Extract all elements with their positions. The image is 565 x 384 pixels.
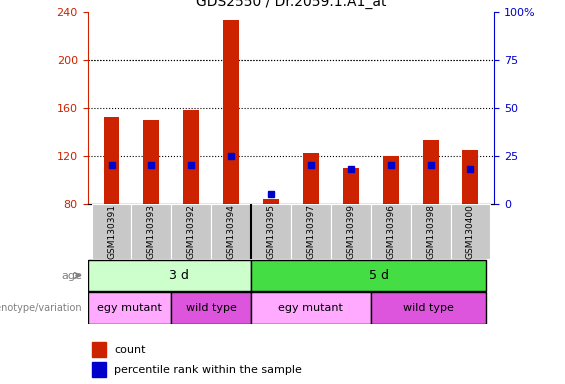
Text: GSM130398: GSM130398 [426, 204, 435, 259]
Text: GSM130397: GSM130397 [306, 204, 315, 259]
Bar [423, 140, 438, 204]
Text: percentile rank within the sample: percentile rank within the sample [114, 364, 302, 375]
Bar [371, 293, 486, 324]
Bar [92, 362, 106, 377]
Bar [171, 204, 211, 259]
Bar [92, 342, 106, 357]
Text: GSM130396: GSM130396 [386, 204, 395, 259]
Bar [103, 117, 119, 204]
Bar [251, 204, 291, 259]
Bar [383, 156, 399, 204]
Text: GSM130392: GSM130392 [187, 204, 195, 259]
Bar [251, 293, 371, 324]
Text: GSM130394: GSM130394 [227, 204, 236, 259]
Bar [343, 167, 359, 204]
Bar [88, 293, 171, 324]
Text: 5 d: 5 d [369, 269, 389, 282]
Text: GSM130400: GSM130400 [466, 204, 475, 259]
Bar [331, 204, 371, 259]
Bar [223, 20, 239, 204]
Text: count: count [114, 345, 146, 355]
Bar [411, 204, 450, 259]
Text: wild type: wild type [403, 303, 454, 313]
Text: wild type: wild type [186, 303, 237, 313]
Text: genotype/variation: genotype/variation [0, 303, 82, 313]
Bar [463, 149, 479, 204]
Bar [251, 260, 486, 291]
Bar [291, 204, 331, 259]
Text: egy mutant: egy mutant [97, 303, 162, 313]
Bar [450, 204, 490, 259]
Bar [88, 260, 251, 291]
Bar [371, 204, 411, 259]
Bar [183, 110, 199, 204]
Bar [132, 204, 171, 259]
Text: GSM130399: GSM130399 [346, 204, 355, 259]
Text: egy mutant: egy mutant [279, 303, 344, 313]
Bar [144, 119, 159, 204]
Bar [211, 204, 251, 259]
Bar [303, 153, 319, 204]
Bar [92, 204, 132, 259]
Text: 3 d: 3 d [170, 269, 189, 282]
Title: GDS2550 / Dr.2059.1.A1_at: GDS2550 / Dr.2059.1.A1_at [195, 0, 386, 9]
Text: GSM130395: GSM130395 [267, 204, 276, 259]
Text: age: age [61, 270, 82, 281]
Text: GSM130393: GSM130393 [147, 204, 156, 259]
Text: GSM130391: GSM130391 [107, 204, 116, 259]
Bar [171, 293, 251, 324]
Bar [263, 199, 279, 204]
